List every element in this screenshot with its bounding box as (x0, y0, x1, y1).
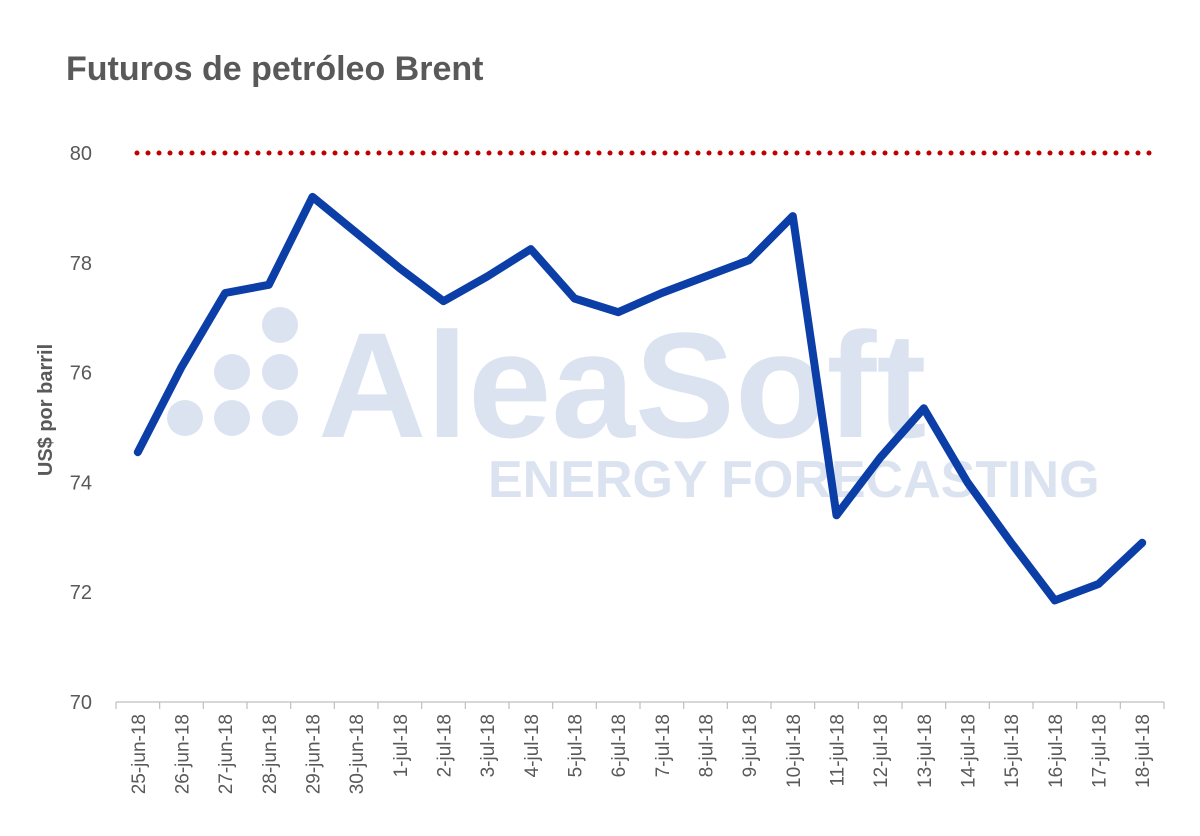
watermark-brand: AleaSoft (318, 301, 926, 469)
aleasoft-watermark: AleaSoft ENERGY FORECASTING (167, 301, 1100, 509)
x-tick-label: 30-jun-18 (347, 714, 368, 794)
x-tick-label: 17-jul-18 (1090, 714, 1111, 788)
x-tick-label: 16-jul-18 (1046, 714, 1067, 788)
logo-dot (214, 354, 250, 390)
x-tick-label: 25-jun-18 (129, 714, 150, 794)
watermark-tagline: ENERGY FORECASTING (488, 451, 1100, 509)
x-tick-label: 13-jul-18 (915, 714, 936, 788)
x-tick-label: 7-jul-18 (653, 714, 674, 777)
y-axis-label: US$ por barril (35, 344, 57, 476)
y-tick-label: 80 (70, 143, 92, 165)
x-tick-label: 26-jun-18 (173, 714, 194, 794)
x-tick-label: 29-jun-18 (304, 714, 325, 794)
x-tick-label: 11-jul-18 (828, 714, 849, 787)
x-tick-label: 5-jul-18 (566, 714, 587, 777)
x-tick-label: 18-jul-18 (1133, 714, 1154, 788)
x-tick-label: 3-jul-18 (478, 714, 499, 777)
logo-dot (262, 354, 298, 390)
logo-dot (214, 400, 250, 436)
x-tick-label: 8-jul-18 (697, 714, 718, 777)
x-tick-label: 27-jun-18 (216, 714, 237, 794)
logo-dot (262, 307, 298, 343)
x-tick-label: 9-jul-18 (740, 714, 761, 777)
x-tick-label: 15-jul-18 (1002, 714, 1023, 788)
x-tick-label: 6-jul-18 (609, 714, 630, 777)
y-tick-label: 72 (70, 582, 92, 604)
x-tick-label: 4-jul-18 (522, 714, 543, 777)
x-tick-label: 12-jul-18 (871, 714, 892, 788)
logo-dot (262, 400, 298, 436)
x-tick-label: 14-jul-18 (959, 714, 980, 788)
series-line (133, 192, 1147, 605)
y-tick-label: 74 (70, 472, 92, 494)
x-axis: 25-jun-18 26-jun-18 27-jun-18 28-jun-18 29-j… (115, 701, 1165, 794)
chart-title: Futuros de petróleo Brent (66, 50, 483, 88)
aleasoft-logo-dots-icon (167, 307, 298, 436)
x-tick-label: 1-jul-18 (391, 714, 412, 777)
x-tick-label: 2-jul-18 (435, 714, 456, 777)
series-layer (133, 192, 1147, 605)
y-axis-ticks: 70 72 74 76 78 80 (70, 143, 92, 714)
y-tick-label: 76 (70, 363, 92, 385)
y-tick-label: 78 (70, 253, 92, 275)
x-tick-label: 28-jun-18 (260, 714, 281, 794)
x-tick-label: 10-jul-18 (784, 714, 805, 788)
logo-dot (167, 400, 203, 436)
y-tick-label: 70 (70, 692, 92, 714)
